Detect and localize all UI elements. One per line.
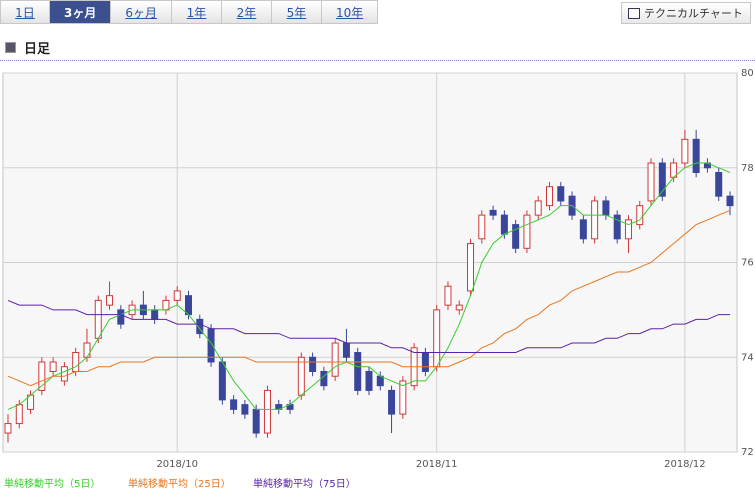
candle-down: [252, 408, 260, 434]
candle-up: [444, 285, 452, 306]
y-tick-label: 74: [741, 352, 754, 363]
candle-down: [388, 389, 396, 415]
candle-down: [309, 356, 317, 372]
candle-up: [591, 200, 599, 240]
candle-up: [467, 243, 475, 292]
candle-down: [613, 214, 621, 240]
candle-up: [546, 186, 553, 207]
candle-up: [49, 361, 57, 372]
candle-up: [478, 214, 486, 240]
candle-up: [624, 219, 632, 240]
period-tab[interactable]: 1年: [172, 0, 222, 24]
candle-up: [15, 404, 23, 425]
technical-chart-button[interactable]: テクニカルチャート: [621, 2, 751, 24]
candle-down: [602, 200, 610, 216]
candle-up: [331, 342, 339, 377]
x-tick-label: 2018/12: [664, 459, 706, 470]
period-tab[interactable]: 3ヶ月: [50, 0, 112, 24]
candle-up: [72, 352, 80, 372]
candle-up: [523, 214, 531, 249]
candle-down: [557, 186, 565, 202]
period-tab[interactable]: 6ヶ月: [111, 0, 172, 24]
candle-down: [342, 342, 350, 358]
y-tick-label: 76: [741, 258, 754, 269]
candle-up: [534, 200, 542, 216]
candle-up: [647, 162, 655, 202]
candle-down: [500, 214, 508, 235]
candle-down: [365, 370, 373, 391]
candle-down: [489, 209, 497, 216]
legend-entry: 単純移動平均（5日）: [4, 477, 100, 490]
moving-average-line: [7, 209, 731, 387]
candle-up: [94, 299, 102, 339]
candle-up: [681, 138, 689, 164]
candle-up: [106, 295, 114, 306]
y-tick-label: 80: [741, 68, 754, 79]
candle-down: [117, 309, 125, 325]
candle-down: [715, 171, 723, 197]
candle-up: [83, 342, 91, 358]
divider: [0, 60, 755, 61]
candle-down: [196, 318, 204, 335]
candle-up: [4, 423, 12, 434]
candle-up: [433, 309, 441, 368]
legend-entry: 単純移動平均（75日）: [253, 477, 356, 490]
period-tab[interactable]: 1日: [0, 0, 50, 24]
button-label: テクニカルチャート: [644, 7, 743, 20]
y-tick-label: 72: [741, 447, 754, 458]
period-tab[interactable]: 5年: [272, 0, 322, 24]
legend-entry: 単純移動平均（25日）: [128, 477, 231, 490]
candle-down: [151, 309, 159, 320]
candle-up: [297, 356, 305, 396]
moving-average-line: [7, 162, 731, 410]
y-tick-label: 78: [741, 163, 754, 174]
icon: [5, 42, 16, 53]
candle-down: [376, 375, 384, 387]
candle-up: [455, 304, 463, 311]
icon: [628, 8, 640, 19]
x-tick-label: 2018/10: [156, 459, 198, 470]
x-tick-label: 2018/11: [416, 459, 458, 470]
candle-down: [421, 352, 429, 372]
candle-down: [579, 219, 587, 240]
candle-up: [60, 366, 68, 382]
candle-up: [263, 389, 271, 434]
candle-up: [399, 380, 407, 415]
candle-down: [692, 138, 700, 173]
candle-down: [354, 352, 362, 391]
candle-up: [38, 361, 46, 391]
candle-down: [185, 295, 192, 316]
candle-down: [218, 361, 226, 401]
period-tab[interactable]: 10年: [322, 0, 379, 24]
candle-up: [173, 290, 181, 301]
period-tabs: 1日 3ヶ月 6ヶ月 1年 2年 5年 10年: [0, 0, 379, 24]
period-tab[interactable]: 2年: [222, 0, 272, 24]
section-title: 日足: [24, 42, 51, 57]
candle-down: [726, 195, 734, 207]
candle-down: [512, 224, 520, 249]
candle-down: [658, 162, 666, 197]
candle-down: [230, 399, 238, 410]
section-header: 日足: [5, 38, 50, 57]
moving-average-line: [7, 299, 730, 353]
candle-down: [241, 404, 249, 415]
candle-up: [636, 205, 644, 226]
